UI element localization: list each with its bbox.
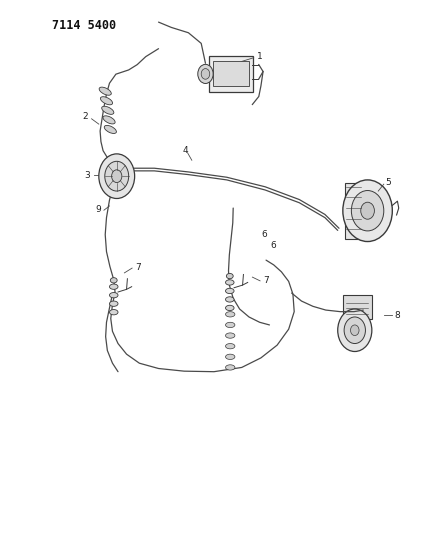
Ellipse shape bbox=[226, 288, 234, 294]
Ellipse shape bbox=[226, 344, 235, 349]
Circle shape bbox=[105, 161, 129, 191]
Ellipse shape bbox=[226, 273, 233, 279]
Ellipse shape bbox=[102, 106, 114, 115]
Ellipse shape bbox=[110, 278, 117, 283]
Ellipse shape bbox=[226, 280, 234, 285]
Ellipse shape bbox=[226, 354, 235, 359]
Text: 8: 8 bbox=[395, 311, 400, 320]
Ellipse shape bbox=[226, 333, 235, 338]
Ellipse shape bbox=[104, 125, 116, 133]
Ellipse shape bbox=[226, 297, 234, 302]
Text: 3: 3 bbox=[84, 171, 90, 180]
Ellipse shape bbox=[226, 322, 235, 328]
Ellipse shape bbox=[99, 87, 111, 95]
FancyBboxPatch shape bbox=[213, 61, 250, 86]
Ellipse shape bbox=[226, 312, 235, 317]
Ellipse shape bbox=[103, 116, 115, 124]
Circle shape bbox=[112, 170, 122, 183]
Text: 4: 4 bbox=[182, 146, 188, 155]
Text: 7114 5400: 7114 5400 bbox=[52, 20, 116, 33]
Text: 7: 7 bbox=[135, 263, 141, 272]
Circle shape bbox=[351, 190, 384, 231]
Circle shape bbox=[198, 64, 213, 84]
Circle shape bbox=[343, 180, 392, 241]
Ellipse shape bbox=[110, 310, 118, 315]
Circle shape bbox=[361, 202, 374, 219]
Ellipse shape bbox=[110, 284, 118, 289]
Circle shape bbox=[344, 317, 366, 344]
Ellipse shape bbox=[226, 305, 234, 311]
Circle shape bbox=[338, 309, 372, 351]
Text: 1: 1 bbox=[257, 52, 262, 61]
Text: 5: 5 bbox=[385, 178, 391, 187]
FancyBboxPatch shape bbox=[345, 183, 363, 239]
FancyBboxPatch shape bbox=[209, 55, 253, 92]
Ellipse shape bbox=[110, 293, 118, 298]
Text: 6: 6 bbox=[270, 241, 276, 250]
Circle shape bbox=[201, 69, 210, 79]
Text: 7: 7 bbox=[263, 276, 269, 285]
Text: 9: 9 bbox=[95, 205, 101, 214]
Circle shape bbox=[99, 154, 135, 198]
Ellipse shape bbox=[110, 301, 118, 306]
Ellipse shape bbox=[101, 96, 113, 105]
FancyBboxPatch shape bbox=[343, 295, 372, 319]
Ellipse shape bbox=[226, 365, 235, 370]
Text: 2: 2 bbox=[82, 112, 88, 121]
Circle shape bbox=[351, 325, 359, 336]
Text: 6: 6 bbox=[261, 230, 267, 239]
